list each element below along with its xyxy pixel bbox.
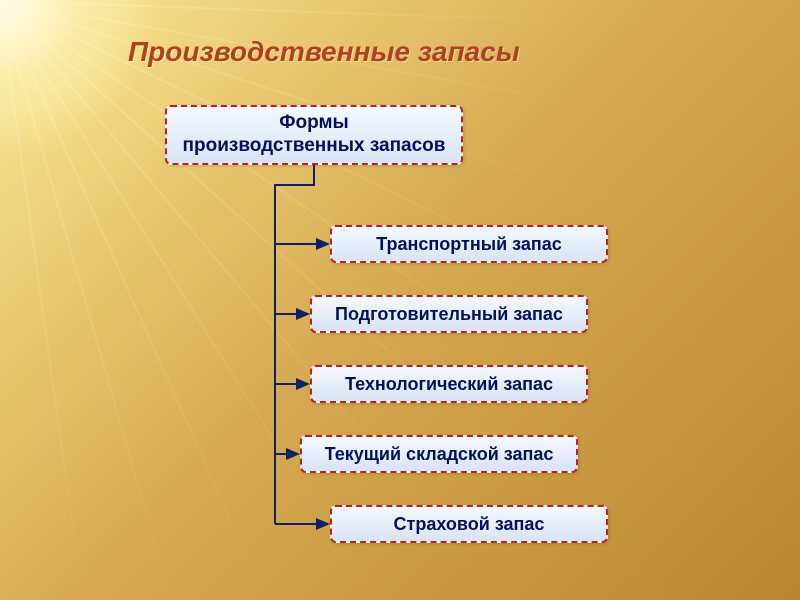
child-node: Транспортный запас [330,225,608,263]
child-node: Страховой запас [330,505,608,543]
child-label: Текущий складской запас [325,444,554,465]
child-label: Подготовительный запас [335,304,563,325]
child-node: Текущий складской запас [300,435,578,473]
slide-title: Производственные запасы [128,36,520,68]
root-line1: Формы [183,112,446,135]
root-node: Формы производственных запасов [165,105,463,165]
child-node: Подготовительный запас [310,295,588,333]
child-label: Технологический запас [345,374,553,395]
child-label: Страховой запас [394,514,545,535]
child-label: Транспортный запас [376,234,562,255]
root-line2: производственных запасов [183,135,446,158]
child-node: Технологический запас [310,365,588,403]
